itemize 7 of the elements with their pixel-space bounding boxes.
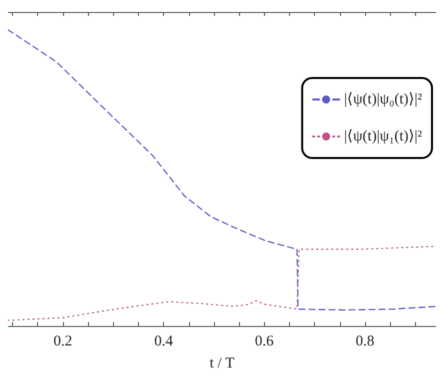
x-tick-label: 0.4	[154, 334, 174, 350]
x-axis-title: t / T	[210, 356, 234, 372]
legend-label: |⟨ψ(t)|ψ₀(t)⟩|²	[344, 92, 423, 108]
x-tick-label: 0.6	[254, 334, 274, 350]
legend-label: |⟨ψ(t)|ψ₁(t)⟩|²	[344, 128, 423, 144]
x-tick-label: 0.8	[356, 334, 374, 350]
x-tick-label: 0.2	[54, 334, 72, 350]
